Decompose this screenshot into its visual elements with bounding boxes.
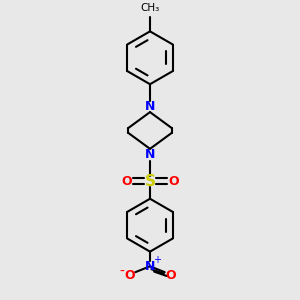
Text: N: N (145, 100, 155, 113)
Text: +: + (153, 255, 161, 266)
Text: O: O (121, 175, 132, 188)
Text: N: N (145, 260, 155, 273)
Text: O: O (165, 268, 176, 282)
Text: CH₃: CH₃ (140, 3, 160, 13)
Text: -: - (119, 265, 124, 279)
Text: O: O (124, 268, 135, 282)
Text: S: S (145, 174, 155, 189)
Text: O: O (168, 175, 179, 188)
Text: N: N (145, 148, 155, 161)
